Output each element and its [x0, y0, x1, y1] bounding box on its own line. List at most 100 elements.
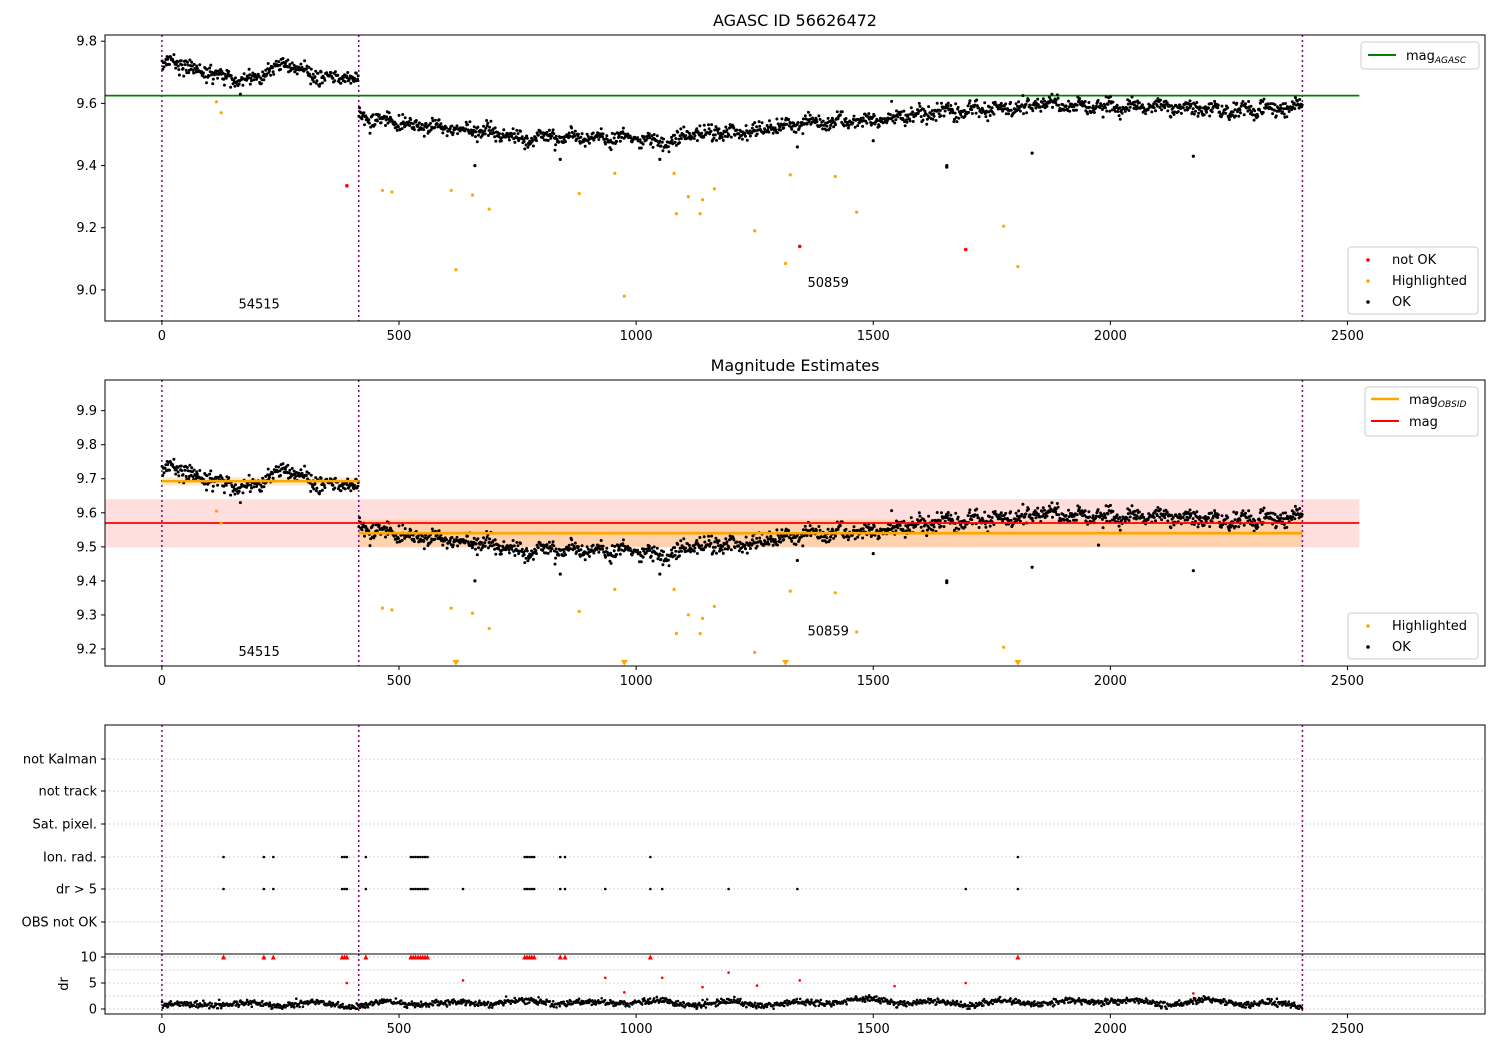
magnitude-ok-point — [1043, 508, 1046, 512]
agasc-ok-point — [1021, 94, 1025, 98]
magnitude-ok-point — [702, 535, 706, 539]
magnitude-ok-point — [1183, 518, 1187, 522]
agasc-ok-point — [898, 113, 902, 117]
dr-ok-point — [275, 1005, 278, 1009]
flag-point — [558, 855, 562, 859]
agasc-ok-point — [477, 133, 480, 137]
flag-row-label: not Kalman — [23, 753, 97, 768]
magnitude-ok-point — [906, 524, 910, 527]
agasc-ok-point — [323, 78, 327, 82]
magnitude-ok-point — [919, 525, 923, 529]
magnitude-ok-point — [771, 543, 775, 547]
magnitude-highlighted-point — [214, 509, 219, 513]
agasc-ok-point — [549, 136, 553, 140]
magnitude-ok-point — [1146, 518, 1150, 522]
magnitude-ok-point — [1154, 508, 1158, 512]
magnitude-ok-point — [923, 519, 927, 523]
agasc-ok-point — [954, 102, 958, 106]
flag-point — [525, 855, 529, 859]
magnitude-ok-point — [356, 484, 360, 488]
dr-ok-point — [674, 1000, 678, 1003]
agasc-ok-point — [1146, 108, 1150, 112]
flag-point — [528, 855, 531, 859]
agasc-ok-point — [190, 60, 194, 64]
agasc-ok-point — [1171, 106, 1175, 110]
agasc-ok-point — [998, 103, 1001, 107]
dr-ok-point — [478, 999, 481, 1002]
magnitude-ok-outlier — [1096, 543, 1101, 547]
magnitude-ok-point — [1036, 512, 1040, 516]
magnitude-ok-point — [861, 527, 865, 531]
agasc-ok-point — [847, 123, 851, 127]
legend-mid-ok-marker — [1366, 645, 1370, 649]
agasc-ok-point — [601, 132, 605, 136]
magnitude-ok-point — [274, 465, 278, 469]
magnitude-obsid-label: 54515 — [238, 645, 279, 660]
dr-ok-point — [733, 995, 736, 999]
agasc-ok-point — [312, 80, 316, 84]
agasc-ok-point — [646, 136, 649, 140]
magnitude-ok-point — [930, 519, 934, 523]
agasc-ok-point — [832, 125, 836, 129]
agasc-ok-point — [604, 142, 607, 146]
magnitude-ok-point — [939, 524, 943, 528]
agasc-ok-point — [455, 124, 459, 128]
magnitude-ok-point — [713, 545, 717, 549]
magnitude-ok-point — [1018, 519, 1022, 523]
agasc-ok-point — [853, 125, 857, 129]
dr-ok-point — [283, 1003, 286, 1007]
magnitude-ok-point — [500, 548, 504, 552]
agasc-highlighted-point — [855, 210, 859, 214]
agasc-ok-point — [825, 124, 829, 128]
magnitude-ok-point — [271, 472, 274, 476]
magnitude-ok-point — [1278, 519, 1282, 522]
dr-ok-point — [187, 1001, 190, 1005]
dr-ok-point — [628, 1005, 631, 1008]
magnitude-ok-point — [605, 546, 609, 550]
magnitude-ok-point — [825, 536, 829, 540]
magnitude-ok-point — [646, 549, 649, 553]
agasc-ok-point — [1221, 111, 1225, 115]
magnitude-ok-point — [279, 474, 282, 477]
magnitude-ok-point — [512, 544, 516, 548]
agasc-ok-point — [512, 132, 516, 136]
magnitude-ok-point — [377, 524, 381, 527]
magnitude-ok-point — [497, 547, 501, 551]
agasc-ok-point — [1261, 100, 1265, 103]
magnitude-ok-point — [774, 540, 778, 544]
magnitude-ok-point — [234, 483, 237, 487]
magnitude-ok-point — [549, 549, 553, 553]
agasc-ok-point — [1009, 100, 1013, 104]
agasc-ok-point — [362, 111, 366, 115]
magnitude-ok-point — [872, 525, 876, 528]
agasc-ok-point — [895, 109, 898, 113]
flag-point — [532, 855, 536, 859]
agasc-ok-point — [641, 142, 645, 146]
agasc-ok-point — [750, 126, 754, 130]
agasc-ok-point — [358, 106, 362, 110]
agasc-ok-point — [939, 114, 943, 118]
agasc-ok-point — [475, 140, 479, 144]
magnitude-ok-point — [1133, 513, 1136, 517]
agasc-ok-point — [492, 131, 496, 135]
magnitude-ok-point — [567, 543, 571, 547]
agasc-ok-point — [815, 120, 819, 124]
flag-point — [409, 855, 413, 859]
dr-ok-point — [729, 998, 733, 1002]
dr-ok-point — [844, 1000, 848, 1003]
agasc-ok-point — [192, 62, 196, 66]
agasc-ok-point — [262, 78, 266, 82]
dr-ok-point — [461, 998, 465, 1001]
magnitude-ok-point — [1169, 526, 1173, 530]
agasc-ok-point — [557, 140, 561, 144]
magnitude-ok-point — [975, 507, 979, 511]
agasc-ok-point — [1185, 106, 1189, 109]
dr-ok-point — [562, 1000, 566, 1004]
magnitude-ok-point — [898, 523, 902, 527]
dr-ok-point — [698, 1001, 701, 1005]
agasc-ok-point — [1271, 112, 1275, 116]
magnitude-clipped-marker — [1014, 660, 1022, 666]
magnitude-ok-point — [304, 474, 308, 477]
magnitude-ok-outlier — [658, 572, 662, 576]
agasc-ok-point — [670, 138, 674, 142]
